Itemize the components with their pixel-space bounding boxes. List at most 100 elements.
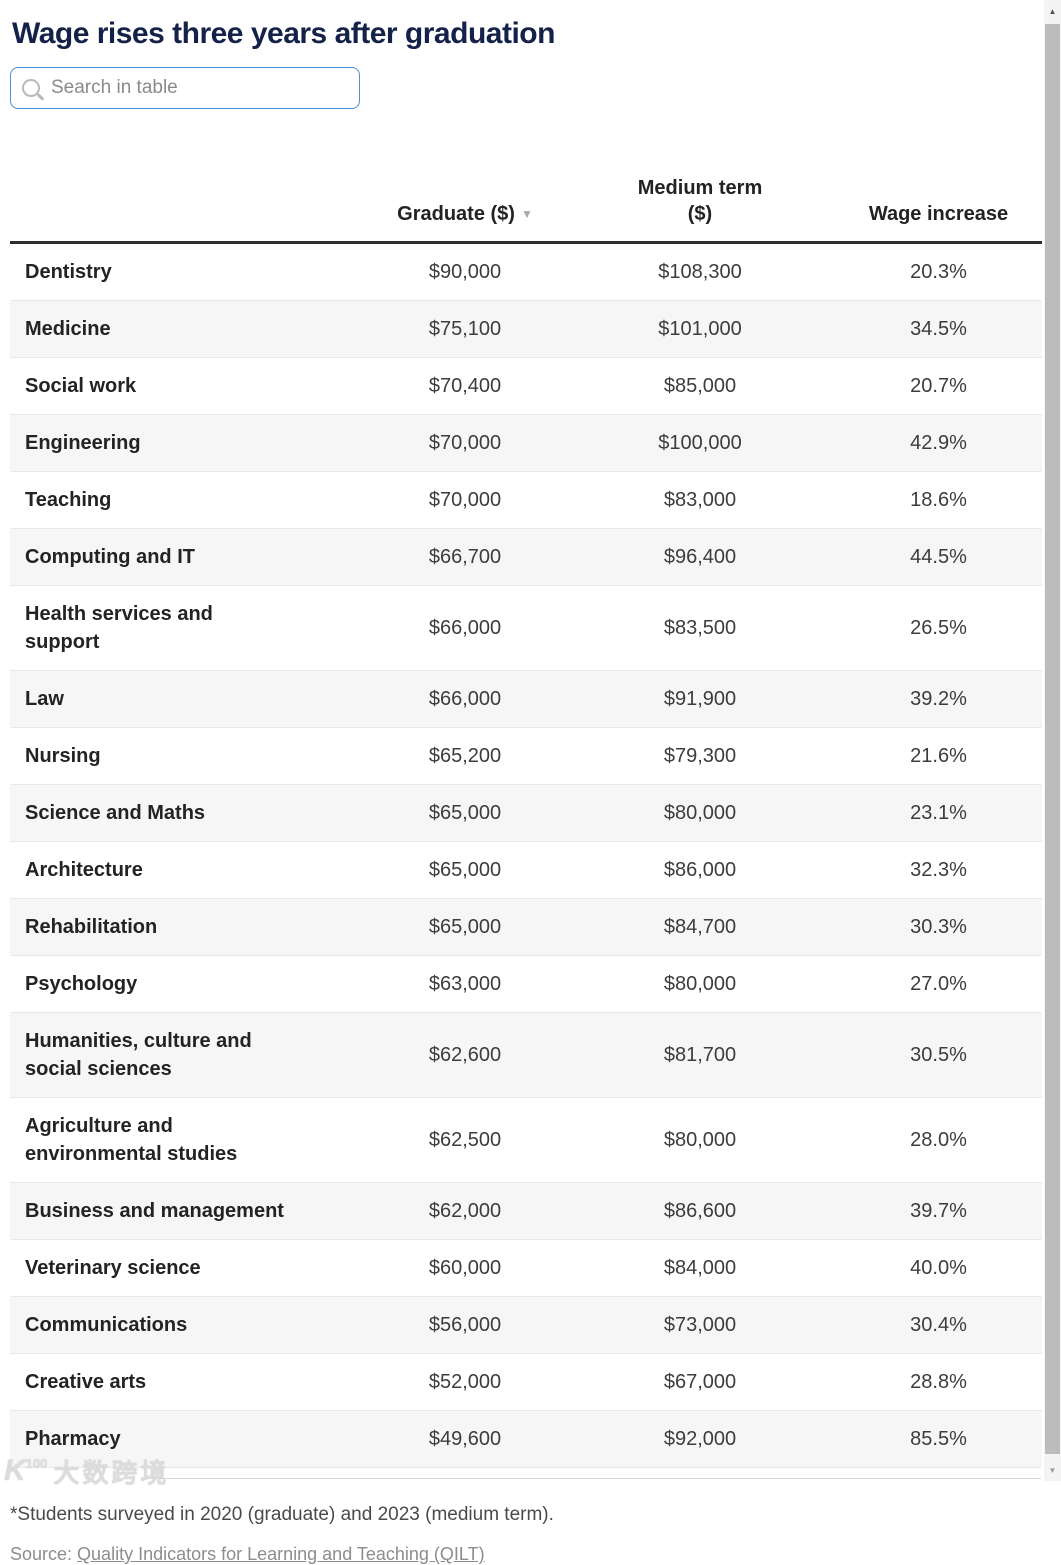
table-row: Business and management $62,000 $86,600 … <box>10 1182 1042 1240</box>
row-field-label: Humanities, culture and social sciences <box>25 1030 252 1080</box>
table-row: Engineering $70,000 $100,000 42.9% <box>10 414 1042 472</box>
row-medium-term-salary: $108,300 <box>658 260 742 283</box>
row-medium-term-salary: $84,000 <box>663 1256 737 1279</box>
row-medium-term-salary: $80,000 <box>663 1128 737 1151</box>
scrollbar-up-button[interactable]: ▲ <box>1044 0 1061 22</box>
row-field-label: Law <box>25 688 64 710</box>
table-row: Creative arts $52,000 $67,000 28.8% <box>10 1354 1042 1411</box>
row-wage-increase: 26.5% <box>910 616 967 639</box>
table-row: Dentistry $90,000 $108,300 20.3% <box>10 243 1042 301</box>
row-medium-term-salary: $80,000 <box>663 972 737 995</box>
col-header-wage-increase[interactable]: Wage increase <box>835 155 1042 244</box>
vertical-scrollbar[interactable]: ▲ ▼ <box>1044 0 1061 1481</box>
row-graduate-salary: $52,000 <box>428 1370 502 1393</box>
row-wage-increase: 32.3% <box>910 858 967 881</box>
table-row: Health services and support $66,000 $83,… <box>10 586 1042 671</box>
search-icon <box>22 79 40 97</box>
scroll-up-arrow-icon: ▲ <box>1048 6 1057 16</box>
row-wage-increase: 21.6% <box>910 744 967 767</box>
row-graduate-salary: $60,000 <box>428 1256 502 1279</box>
search-input[interactable] <box>51 77 348 99</box>
col-header-medium-term[interactable]: Medium term ($) <box>565 155 835 244</box>
row-field-label: Business and management <box>25 1200 284 1222</box>
scroll-down-arrow-icon: ▼ <box>1048 1465 1057 1475</box>
row-wage-increase: 20.7% <box>910 374 967 397</box>
row-wage-increase: 42.9% <box>910 431 967 454</box>
table-header-row: Graduate ($) ▼ Medium term ($) Wage incre… <box>10 155 1042 244</box>
watermark-k: K <box>4 1454 26 1487</box>
row-wage-increase: 28.8% <box>910 1370 967 1393</box>
row-graduate-salary: $65,000 <box>428 858 502 881</box>
row-field-label: Engineering <box>25 432 141 454</box>
row-medium-term-salary: $86,000 <box>663 858 737 881</box>
row-medium-term-salary: $73,000 <box>663 1313 737 1336</box>
col-header-graduate[interactable]: Graduate ($) ▼ <box>365 155 565 244</box>
row-medium-term-salary: $92,000 <box>663 1427 737 1450</box>
scrollbar-thumb[interactable] <box>1045 24 1060 1454</box>
table-row: Nursing $65,200 $79,300 21.6% <box>10 728 1042 785</box>
row-graduate-salary: $75,100 <box>428 317 502 340</box>
table-row: Law $66,000 $91,900 39.2% <box>10 670 1042 728</box>
source-prefix: Source: <box>10 1544 78 1564</box>
row-wage-increase: 30.3% <box>910 915 967 938</box>
table-row: Science and Maths $65,000 $80,000 23.1% <box>10 784 1042 842</box>
row-graduate-salary: $70,000 <box>428 431 502 454</box>
row-field-label: Rehabilitation <box>25 916 158 938</box>
row-wage-increase: 27.0% <box>910 972 967 995</box>
row-medium-term-salary: $83,000 <box>663 488 737 511</box>
row-field-label: Medicine <box>25 318 111 340</box>
row-graduate-salary: $65,200 <box>428 744 502 767</box>
row-medium-term-salary: $100,000 <box>658 431 742 454</box>
row-wage-increase: 39.7% <box>910 1199 967 1222</box>
row-field-label: Architecture <box>25 859 143 881</box>
row-medium-term-salary: $80,000 <box>663 801 737 824</box>
row-field-label: Agriculture and environmental studies <box>25 1115 238 1165</box>
source-line: Source: Quality Indicators for Learning … <box>10 1544 1044 1565</box>
row-field-label: Science and Maths <box>25 802 206 824</box>
row-graduate-salary: $63,000 <box>428 972 502 995</box>
search-box <box>10 67 360 109</box>
table-row: Architecture $65,000 $86,000 32.3% <box>10 842 1042 899</box>
table-row: Computing and IT $66,700 $96,400 44.5% <box>10 528 1042 586</box>
table-row: Psychology $63,000 $80,000 27.0% <box>10 956 1042 1013</box>
row-graduate-salary: $62,500 <box>428 1128 502 1151</box>
source-link[interactable]: Quality Indicators for Learning and Teac… <box>77 1544 485 1564</box>
row-field-label: Nursing <box>25 745 101 767</box>
row-wage-increase: 18.6% <box>910 488 967 511</box>
table-body: Dentistry $90,000 $108,300 20.3% Medicin… <box>10 243 1042 1468</box>
row-wage-increase: 40.0% <box>910 1256 967 1279</box>
row-graduate-salary: $70,000 <box>428 488 502 511</box>
row-graduate-salary: $90,000 <box>428 260 502 283</box>
page-title: Wage rises three years after graduation <box>12 17 555 50</box>
row-field-label: Veterinary science <box>25 1257 201 1279</box>
wage-table: Graduate ($) ▼ Medium term ($) Wage incre… <box>10 155 1042 1468</box>
scrollbar-down-button[interactable]: ▼ <box>1044 1459 1061 1481</box>
row-wage-increase: 30.4% <box>910 1313 967 1336</box>
table-row: Humanities, culture and social sciences … <box>10 1012 1042 1098</box>
row-medium-term-salary: $96,400 <box>663 545 737 568</box>
row-graduate-salary: $62,000 <box>428 1199 502 1222</box>
row-field-label: Computing and IT <box>25 546 195 568</box>
table-row: Medicine $75,100 $101,000 34.5% <box>10 300 1042 358</box>
row-graduate-salary: $66,700 <box>428 545 502 568</box>
watermark-text: 大数跨境 <box>53 1458 170 1488</box>
row-graduate-salary: $62,600 <box>428 1043 502 1066</box>
row-graduate-salary: $66,000 <box>428 616 502 639</box>
row-field-label: Psychology <box>25 973 138 995</box>
bottom-divider <box>143 1478 1041 1479</box>
row-medium-term-salary: $86,600 <box>663 1199 737 1222</box>
row-wage-increase: 85.5% <box>910 1427 967 1450</box>
row-graduate-salary: $65,000 <box>428 915 502 938</box>
row-graduate-salary: $56,000 <box>428 1313 502 1336</box>
row-field-label: Pharmacy <box>25 1428 121 1450</box>
table-row: Communications $56,000 $73,000 30.4% <box>10 1296 1042 1354</box>
row-medium-term-salary: $85,000 <box>663 374 737 397</box>
row-wage-increase: 30.5% <box>910 1043 967 1066</box>
sort-descending-icon: ▼ <box>520 207 533 221</box>
row-graduate-salary: $49,600 <box>428 1427 502 1450</box>
row-wage-increase: 39.2% <box>910 687 967 710</box>
footnote: *Students surveyed in 2020 (graduate) an… <box>10 1504 554 1525</box>
row-graduate-salary: $70,400 <box>428 374 502 397</box>
row-field-label: Health services and support <box>25 603 213 653</box>
